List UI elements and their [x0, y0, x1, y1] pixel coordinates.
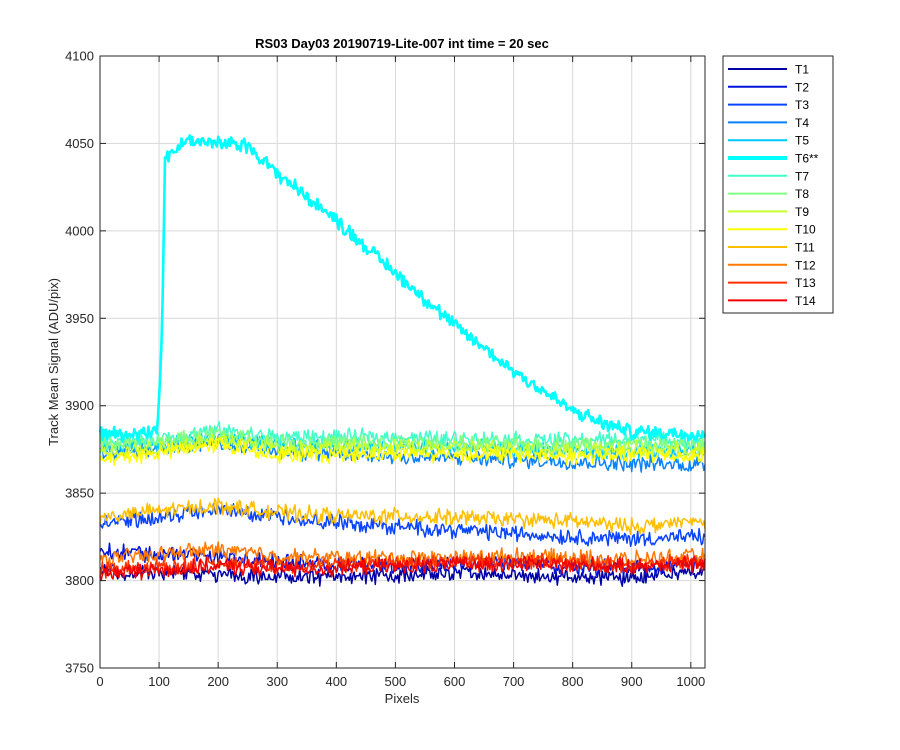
series-line-T6 [98, 134, 707, 444]
x-tick-label: 1000 [676, 674, 705, 689]
x-tick-label: 900 [621, 674, 643, 689]
y-tick-label: 4100 [65, 49, 94, 64]
legend-label: T4 [795, 116, 809, 130]
ticks: 0 100 200 300 400 500 600 700 800 900 1000 3750 3800… [65, 49, 705, 690]
legend-label: T13 [795, 276, 816, 290]
legend-label: T9 [795, 205, 809, 219]
y-tick-label: 3900 [65, 398, 94, 413]
y-tick-label: 4050 [65, 136, 94, 151]
x-tick-label: 600 [444, 674, 466, 689]
x-tick-label: 0 [96, 674, 103, 689]
series-line-T9 [99, 433, 706, 459]
y-tick-label: 3800 [65, 573, 94, 588]
legend-label: T2 [795, 80, 809, 94]
x-tick-label: 500 [385, 674, 407, 689]
series-line-T10 [99, 437, 706, 466]
y-tick-label: 4000 [65, 223, 94, 238]
legend-label: T14 [795, 294, 816, 308]
x-tick-label: 700 [503, 674, 525, 689]
legend-label: T1 [795, 63, 809, 77]
legend-label: T12 [795, 258, 816, 272]
legend-label: T5 [795, 134, 809, 148]
series-layer [98, 134, 707, 587]
x-tick-label: 200 [207, 674, 229, 689]
legend-label: T11 [795, 241, 815, 255]
y-tick-label: 3950 [65, 311, 94, 326]
series-line-T11 [99, 497, 706, 536]
axes-box [99, 55, 706, 669]
x-tick-label: 400 [325, 674, 347, 689]
legend-label: T3 [795, 98, 809, 112]
legend-label: T6** [795, 152, 819, 166]
series-line-T14 [99, 554, 706, 582]
legend-label: T8 [795, 187, 809, 201]
y-axis-label: Track Mean Signal (ADU/pix) [46, 278, 61, 446]
chart-title: RS03 Day03 20190719-Lite-007 int time = … [255, 36, 549, 51]
x-tick-label: 100 [148, 674, 170, 689]
y-tick-label: 3850 [65, 486, 94, 501]
y-tick-label: 3750 [65, 661, 94, 676]
legend-label: T7 [795, 169, 809, 183]
x-axis-label: Pixels [385, 691, 420, 706]
series-line-T1 [99, 563, 706, 587]
legend: T1 T2 T3 T4 T5 T6** T7 T8 T9 T10 T11 T12 T13 T14 [722, 55, 834, 314]
x-tick-label: 300 [266, 674, 288, 689]
legend-label: T10 [795, 223, 816, 237]
x-tick-label: 800 [562, 674, 584, 689]
legend-box [722, 55, 834, 314]
